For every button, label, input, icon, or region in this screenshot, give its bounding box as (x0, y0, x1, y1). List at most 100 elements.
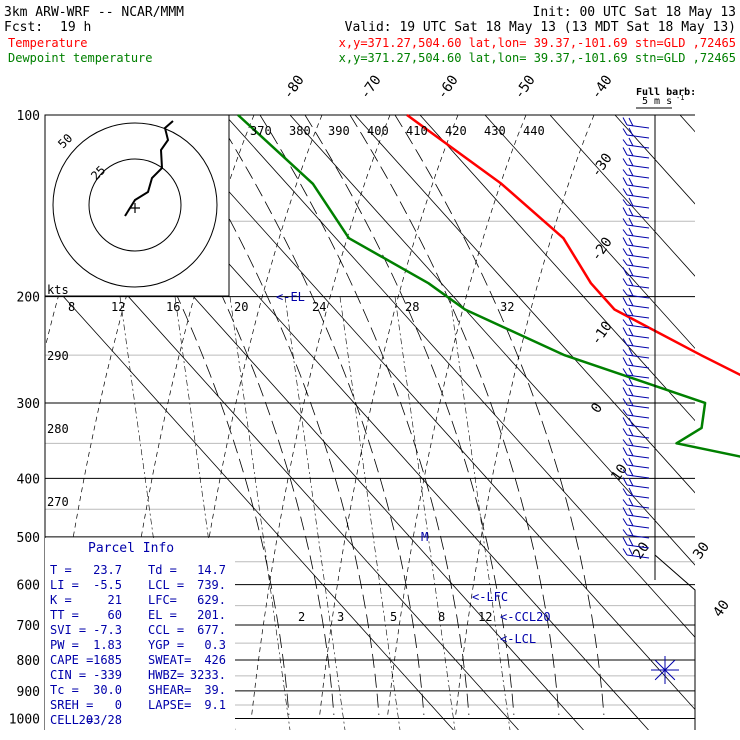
parcel-info-value: 677. (197, 623, 226, 637)
pressure-tick-label: 1000 (9, 713, 40, 728)
parcel-info-value: 39. (204, 683, 226, 697)
lfc-marker: <-LFC (472, 590, 508, 604)
parcel-info-value: 203/28 (79, 713, 122, 727)
pressure-tick-label: 300 (17, 397, 40, 412)
isotherm-line (614, 115, 695, 205)
mixing-ratio-label: 12 (111, 300, 125, 314)
wind-barb (626, 264, 650, 269)
wind-barb-flag (622, 248, 628, 256)
moist-adiabat-line (124, 115, 335, 716)
wind-barb-flag (622, 409, 628, 416)
parcel-info-value: 1685 (93, 653, 122, 667)
parcel-info-value: 23.7 (93, 563, 122, 577)
mixing-ratio-label: 2 (298, 610, 305, 624)
mixing-ratio-line (394, 296, 456, 730)
parcel-info-background (45, 538, 235, 730)
parcel-info-key: SREH = (50, 698, 93, 712)
wind-barb (626, 554, 650, 559)
parcel-info-key: SVI = (50, 623, 86, 637)
wind-barb-flag (628, 257, 634, 267)
wind-barb-flag (628, 427, 634, 437)
el-marker: <-EL (276, 290, 305, 304)
pressure-tick-label: 400 (17, 472, 40, 487)
thetae-label: 280 (47, 422, 69, 436)
dry-adiabat-line (251, 115, 391, 716)
theta-label: 380 (289, 124, 311, 138)
isotherm-label: -30 (588, 150, 616, 180)
wind-barb-flag (628, 267, 634, 277)
pressure-tick-label: 900 (17, 685, 40, 700)
wind-barb-flag (628, 177, 634, 187)
isotherm-line (679, 115, 695, 133)
wind-barb (626, 474, 650, 479)
wind-barb-flag (628, 497, 634, 507)
ccl-marker: <-CCL20 (500, 610, 551, 624)
isotherm-line (419, 115, 695, 422)
wind-barb-flag (628, 237, 634, 247)
parcel-info-value: 0 (115, 698, 122, 712)
wind-barb-flag (628, 127, 634, 137)
wind-barb-flag (622, 477, 628, 486)
dry-adiabat-line (319, 115, 459, 716)
wind-barb-flag (622, 488, 628, 496)
wind-barb-flag (628, 347, 634, 357)
theta-label: 370 (250, 124, 272, 138)
wind-barb (626, 154, 650, 159)
wind-barb-flag (622, 177, 628, 186)
wind-barb (626, 454, 650, 459)
fcst-value: 19 h (60, 20, 91, 35)
mixing-ratio-label: 20 (234, 300, 248, 314)
parcel-info-value: -5.5 (93, 578, 122, 592)
wind-barb-flag (628, 317, 634, 327)
wind-barb (626, 414, 650, 419)
wind-barb-flag (622, 548, 628, 556)
isotherm-label: -10 (588, 318, 616, 348)
wind-barb (626, 544, 650, 549)
wind-barb (626, 294, 650, 299)
wind-barb (626, 334, 650, 339)
lapse-marker: M (421, 530, 428, 544)
wind-barb (626, 374, 650, 379)
wind-barb-flag (628, 537, 634, 547)
hodograph-ring (88, 158, 182, 252)
wind-barbs (622, 115, 679, 684)
wind-barb (626, 404, 650, 409)
barb-legend-value: 5 m s (642, 96, 672, 107)
hodograph-units: kts (47, 283, 69, 297)
moist-adiabat-line (394, 115, 605, 716)
wind-barb-flag (622, 458, 628, 466)
model-title: 3km ARW-WRF -- NCAR/MMM (4, 5, 184, 20)
parcel-info-key: TT = (50, 608, 79, 622)
wind-barb-flag (628, 307, 634, 317)
mixing-ratio-label: 5 (390, 610, 397, 624)
wind-barb (626, 464, 650, 469)
parcel-info-value: 0.3 (204, 638, 226, 652)
wind-barb (626, 324, 650, 329)
isotherm-label: -70 (357, 72, 385, 102)
temperature-label: Temperature (8, 36, 87, 50)
wind-barb-flag (622, 338, 628, 346)
isotherm-line (354, 115, 695, 494)
wind-barb (626, 444, 650, 449)
parcel-info-key: LAPSE= (148, 698, 191, 712)
wind-barb (626, 134, 650, 139)
parcel-info-key: Td = (148, 563, 177, 577)
wind-barb-flag (628, 507, 634, 517)
parcel-info-value: 60 (108, 608, 122, 622)
wind-barb-flag (622, 188, 628, 196)
theta-label: 390 (328, 124, 350, 138)
parcel-info-key: PW = (50, 638, 79, 652)
wind-barb-flag (622, 529, 628, 536)
wind-barb-flag (622, 259, 628, 266)
wind-barb-flag (622, 518, 628, 526)
wind-barb-flag (622, 278, 628, 286)
wind-barb-flag (622, 139, 628, 146)
wind-barb-flag (622, 507, 628, 516)
mixing-ratio-label: 16 (166, 300, 180, 314)
temperature-location: x,y=371.27,504.60 lat,lon= 39.37,-101.69… (339, 36, 736, 50)
wind-barb-flag (628, 377, 634, 387)
parcel-info-key: SWEAT= (148, 653, 191, 667)
wind-barb-flag (622, 319, 628, 326)
thetae-label: 270 (47, 495, 69, 509)
